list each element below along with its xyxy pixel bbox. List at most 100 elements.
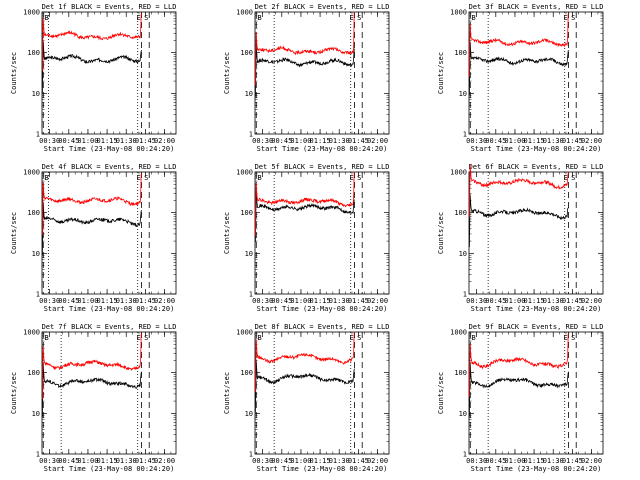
x-tick-label: 01:00 [77,457,98,465]
y-tick-label: 10 [245,90,253,98]
chart-title: Det 9f BLACK = Events, RED = LLD [469,323,604,331]
y-tick-label: 1000 [23,329,40,337]
annotation-s: S [571,14,575,22]
x-tick-label: 02:00 [367,137,388,145]
x-axis-label: Start Time (23-May-08 00:24:20) [44,465,175,473]
y-tick-label: 1 [36,291,40,299]
y-axis-label: Counts/sec [10,372,18,414]
chart-panel-9: Det 9f BLACK = Events, RED = LLD 1 10 100 10… [437,323,603,473]
x-tick-label: 01:45 [562,297,583,305]
chart-panel-4: Det 4f BLACK = Events, RED = LLD 1 10 100 10… [10,163,176,313]
chart-title: Det 6f BLACK = Events, RED = LLD [469,163,604,171]
x-tick-label: 02:00 [581,297,602,305]
x-tick-label: 00:45 [271,457,292,465]
x-tick-label: 00:30 [466,297,487,305]
x-tick-label: 00:45 [58,457,79,465]
x-tick-label: 01:30 [116,457,137,465]
x-tick-label: 01:30 [329,137,350,145]
x-tick-label: 01:30 [329,297,350,305]
plot-frame [468,11,604,135]
chart-panel-1: Det 1f BLACK = Events, RED = LLD 1 10 100 10… [10,3,176,153]
y-tick-label: 10 [245,250,253,258]
y-tick-label: 10 [32,250,40,258]
y-tick-label: 10 [32,90,40,98]
y-tick-label: 1 [249,131,253,139]
x-tick-label: 00:30 [466,137,487,145]
x-axis-label: Start Time (23-May-08 00:24:20) [257,305,388,313]
x-tick-label: 00:45 [271,137,292,145]
events-series-line [42,40,142,94]
x-tick-label: 01:45 [135,457,156,465]
y-tick-label: 100 [454,49,467,57]
annotation-b: B [472,334,476,342]
lld-series-line [255,331,355,393]
chart-title: Det 2f BLACK = Events, RED = LLD [255,3,390,11]
chart-title: Det 3f BLACK = Events, RED = LLD [469,3,604,11]
annotation-e: E [136,174,140,182]
y-axis-label: Counts/sec [437,212,445,254]
annotation-e: E [349,14,353,22]
y-tick-label: 1 [36,451,40,459]
y-axis-label: Counts/sec [223,52,231,94]
x-tick-label: 00:45 [58,137,79,145]
plot-frame [254,171,390,295]
annotation-e: E [563,334,567,342]
y-tick-label: 1000 [450,9,467,17]
x-tick-label: 01:00 [504,297,525,305]
y-tick-label: 10 [459,90,467,98]
x-tick-label: 01:00 [290,457,311,465]
x-tick-label: 01:45 [348,137,369,145]
x-tick-label: 02:00 [367,457,388,465]
y-axis-label: Counts/sec [223,372,231,414]
y-tick-label: 1 [36,131,40,139]
y-tick-label: 100 [27,209,40,217]
annotation-s: S [357,174,361,182]
lld-series-line [255,171,355,236]
x-tick-label: 00:30 [39,457,60,465]
y-tick-label: 100 [454,209,467,217]
annotation-e: E [349,334,353,342]
annotation-b: B [45,334,49,342]
plot-frame [468,171,604,295]
annotation-e: E [563,174,567,182]
x-tick-label: 02:00 [154,457,175,465]
x-axis-label: Start Time (23-May-08 00:24:20) [44,145,175,153]
y-axis-label: Counts/sec [223,212,231,254]
annotation-s: S [144,334,148,342]
x-axis-label: Start Time (23-May-08 00:24:20) [471,145,602,153]
y-axis-label: Counts/sec [10,52,18,94]
x-tick-label: 00:30 [252,297,273,305]
x-tick-label: 00:45 [271,297,292,305]
x-tick-label: 01:00 [290,297,311,305]
y-tick-label: 1000 [236,169,253,177]
chart-panel-6: Det 6f BLACK = Events, RED = LLD 1 10 100 10… [437,163,603,313]
annotation-e: E [136,14,140,22]
y-tick-label: 100 [27,369,40,377]
x-tick-label: 01:15 [97,137,118,145]
plot-frame [254,11,390,135]
events-series-line [469,194,569,248]
x-tick-label: 01:30 [543,137,564,145]
x-tick-label: 02:00 [154,297,175,305]
annotation-b: B [472,14,476,22]
lld-series-line [42,12,142,71]
x-tick-label: 01:15 [97,297,118,305]
x-tick-label: 00:45 [485,457,506,465]
x-tick-label: 01:15 [310,297,331,305]
lld-series-line [469,332,569,397]
chart-panel-7: Det 7f BLACK = Events, RED = LLD 1 10 100 10… [10,323,176,473]
annotation-b: B [45,174,49,182]
x-tick-label: 01:15 [310,457,331,465]
chart-title: Det 5f BLACK = Events, RED = LLD [255,163,390,171]
chart-panel-2: Det 2f BLACK = Events, RED = LLD 1 10 100 10… [223,3,389,153]
chart-title: Det 1f BLACK = Events, RED = LLD [42,3,177,11]
annotation-b: B [258,14,262,22]
lld-series-line [42,172,142,235]
chart-title: Det 4f BLACK = Events, RED = LLD [42,163,177,171]
y-axis-label: Counts/sec [437,372,445,414]
annotation-s: S [357,14,361,22]
y-tick-label: 1000 [236,329,253,337]
x-tick-label: 01:45 [135,137,156,145]
events-series-line [255,359,355,413]
